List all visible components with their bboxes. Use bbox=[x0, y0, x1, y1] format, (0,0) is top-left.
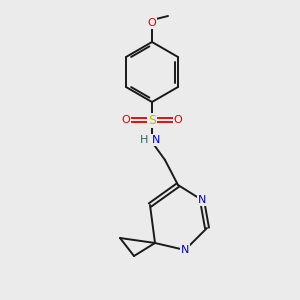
Text: O: O bbox=[174, 115, 182, 125]
Text: S: S bbox=[148, 113, 156, 127]
Text: N: N bbox=[152, 135, 160, 145]
Text: N: N bbox=[181, 245, 189, 255]
Text: N: N bbox=[198, 195, 206, 205]
Text: O: O bbox=[122, 115, 130, 125]
Text: O: O bbox=[148, 18, 156, 28]
Text: H: H bbox=[140, 135, 148, 145]
